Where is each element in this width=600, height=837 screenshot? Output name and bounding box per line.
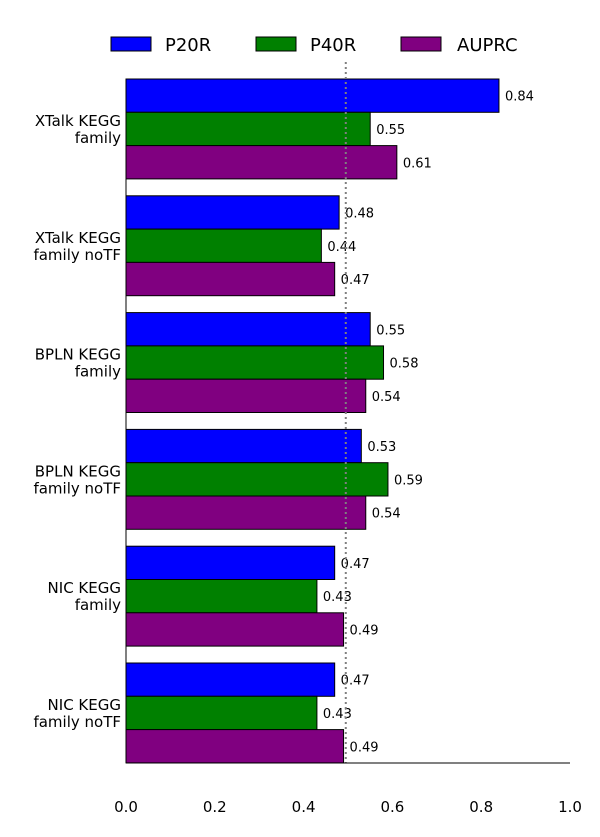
x-tick-label: 1.0 xyxy=(558,798,582,816)
bar-p20r-4 xyxy=(125,545,336,581)
bar-p20r-2 xyxy=(125,312,371,347)
bar-p40r-1 xyxy=(125,228,322,263)
bar-p40r-4 xyxy=(125,579,318,614)
value-label: 0.53 xyxy=(367,440,396,455)
category-label: XTalk KEGG xyxy=(35,112,121,130)
x-tick-label: 0.8 xyxy=(469,798,493,816)
bar-p40r-2 xyxy=(125,345,385,380)
category-label: family noTF xyxy=(33,713,121,731)
value-label: 0.84 xyxy=(505,90,534,105)
category-label: family noTF xyxy=(33,479,121,497)
legend-label-p40r: P40R xyxy=(310,35,356,56)
value-label: 0.47 xyxy=(341,674,370,689)
category-label: family xyxy=(75,596,121,614)
x-tick-label: 0.0 xyxy=(114,798,138,816)
bar-auprc-5 xyxy=(125,729,345,764)
value-label: 0.49 xyxy=(350,623,379,638)
value-label: 0.47 xyxy=(341,273,370,288)
x-tick-label: 0.2 xyxy=(203,798,227,816)
bar-auprc-3 xyxy=(125,495,367,530)
category-label: family noTF xyxy=(33,246,121,264)
category-label: NIC KEGG xyxy=(48,579,121,597)
bar-p40r-3 xyxy=(125,462,389,497)
legend-swatch-auprc xyxy=(400,36,442,52)
category-label: XTalk KEGG xyxy=(35,229,121,247)
bar-p20r-5 xyxy=(125,662,336,697)
legend-label-auprc: AUPRC xyxy=(457,35,518,56)
bar-auprc-2 xyxy=(125,378,367,414)
category-label: family xyxy=(75,129,121,147)
value-label: 0.43 xyxy=(323,707,352,722)
x-tick-label: 0.4 xyxy=(292,798,316,816)
value-label: 0.43 xyxy=(323,590,352,605)
legend-swatch-p40r xyxy=(255,36,297,52)
category-label: family xyxy=(75,363,121,381)
category-label: BPLN KEGG xyxy=(35,462,121,480)
bar-p40r-5 xyxy=(125,695,318,731)
value-label: 0.49 xyxy=(350,740,379,755)
value-label: 0.44 xyxy=(327,240,356,255)
bar-p20r-3 xyxy=(125,428,362,464)
bar-p20r-0 xyxy=(125,78,500,113)
value-label: 0.59 xyxy=(394,473,423,488)
bar-p20r-1 xyxy=(125,195,340,230)
x-tick-label: 0.6 xyxy=(380,798,404,816)
value-label: 0.54 xyxy=(372,390,401,405)
bar-auprc-4 xyxy=(125,612,345,647)
value-label: 0.48 xyxy=(345,206,374,221)
value-label: 0.61 xyxy=(403,156,432,171)
bar-auprc-0 xyxy=(125,145,398,180)
value-label: 0.47 xyxy=(341,557,370,572)
legend-label-p20r: P20R xyxy=(165,35,211,56)
value-label: 0.55 xyxy=(376,323,405,338)
bar-auprc-1 xyxy=(125,261,336,297)
legend-swatch-p20r xyxy=(110,36,152,52)
value-label: 0.54 xyxy=(372,507,401,522)
category-label: NIC KEGG xyxy=(48,696,121,714)
value-label: 0.58 xyxy=(390,357,419,372)
value-label: 0.55 xyxy=(376,123,405,138)
bar-p40r-0 xyxy=(125,111,371,147)
category-label: BPLN KEGG xyxy=(35,346,121,364)
